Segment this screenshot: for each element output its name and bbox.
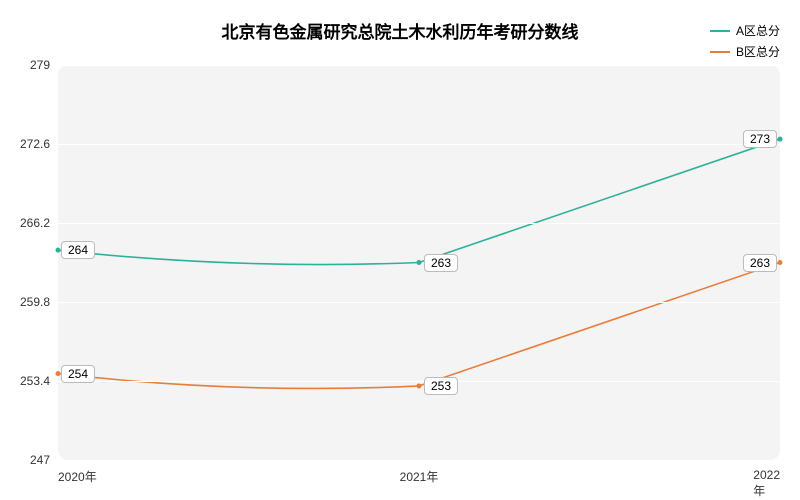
- grid-line: [58, 302, 780, 303]
- point-label: 264: [61, 241, 95, 259]
- legend-item-a: A区总分: [710, 22, 780, 39]
- data-point: [778, 137, 783, 142]
- legend: A区总分 B区总分: [710, 22, 780, 64]
- x-axis-label: 2020年: [58, 468, 97, 485]
- legend-swatch-b: [710, 51, 730, 53]
- legend-label-b: B区总分: [736, 43, 780, 60]
- data-point: [778, 260, 783, 265]
- point-label: 263: [743, 254, 777, 272]
- x-axis-label: 2022年: [753, 468, 780, 499]
- plot-area: [58, 65, 780, 460]
- grid-line: [58, 460, 780, 461]
- point-label: 254: [61, 365, 95, 383]
- point-label: 253: [424, 377, 458, 395]
- grid-line: [58, 223, 780, 224]
- y-axis-label: 247: [14, 453, 50, 467]
- y-axis-label: 272.6: [14, 137, 50, 151]
- legend-item-b: B区总分: [710, 43, 780, 60]
- y-axis-label: 259.8: [14, 295, 50, 309]
- grid-line: [58, 144, 780, 145]
- grid-line: [58, 65, 780, 66]
- x-axis-label: 2021年: [400, 468, 439, 485]
- chart-container: 北京有色金属研究总院土木水利历年考研分数线 A区总分 B区总分 247 253.4…: [0, 0, 800, 500]
- series-line: [58, 139, 780, 264]
- y-axis-label: 253.4: [14, 374, 50, 388]
- point-label: 273: [743, 130, 777, 148]
- legend-swatch-a: [710, 30, 730, 32]
- data-point: [56, 371, 61, 376]
- legend-label-a: A区总分: [736, 22, 780, 39]
- data-point: [56, 248, 61, 253]
- y-axis-label: 266.2: [14, 216, 50, 230]
- chart-title: 北京有色金属研究总院土木水利历年考研分数线: [222, 18, 579, 43]
- series-line: [58, 263, 780, 389]
- chart-svg: [58, 65, 780, 460]
- y-axis-label: 279: [14, 58, 50, 72]
- data-point: [417, 260, 422, 265]
- grid-line: [58, 381, 780, 382]
- point-label: 263: [424, 254, 458, 272]
- data-point: [417, 383, 422, 388]
